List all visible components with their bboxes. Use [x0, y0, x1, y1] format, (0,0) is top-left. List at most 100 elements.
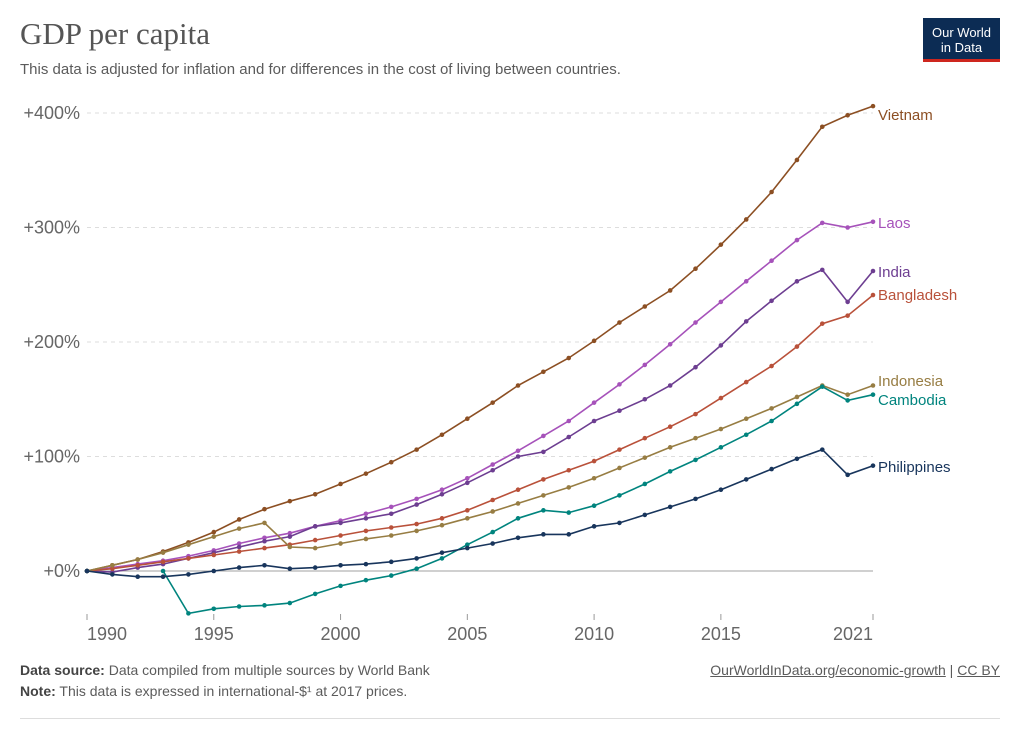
license-link[interactable]: CC BY [957, 662, 1000, 678]
data-point[interactable] [693, 320, 698, 325]
data-point[interactable] [388, 533, 394, 538]
data-point[interactable] [541, 477, 546, 482]
data-point[interactable] [312, 537, 318, 543]
data-point[interactable] [414, 502, 419, 507]
data-point[interactable] [794, 394, 800, 400]
data-point[interactable] [388, 573, 394, 578]
data-point[interactable] [515, 383, 521, 388]
data-point[interactable] [566, 467, 572, 473]
data-point[interactable] [236, 549, 242, 554]
data-point[interactable] [414, 528, 419, 534]
series-label[interactable]: Laos [878, 215, 911, 232]
series-label[interactable]: Indonesia [878, 373, 944, 390]
data-point[interactable] [515, 454, 521, 459]
data-point[interactable] [186, 542, 191, 547]
data-point[interactable] [642, 512, 648, 518]
data-point[interactable] [743, 379, 749, 385]
data-point[interactable] [591, 475, 597, 481]
data-point[interactable] [135, 557, 141, 562]
data-point[interactable] [769, 258, 774, 264]
owid-logo[interactable]: Our World in Data [923, 18, 1000, 62]
data-point[interactable] [465, 416, 470, 422]
data-point[interactable] [769, 298, 774, 304]
series-label[interactable]: Philippines [878, 459, 951, 476]
series-label[interactable]: Cambodia [878, 392, 947, 409]
data-point[interactable] [414, 496, 419, 502]
data-point[interactable] [718, 487, 724, 493]
data-point[interactable] [845, 112, 850, 118]
data-point[interactable] [414, 447, 419, 452]
data-point[interactable] [338, 541, 343, 546]
data-point[interactable] [236, 565, 242, 570]
data-point[interactable] [566, 510, 572, 515]
data-point[interactable] [642, 435, 648, 441]
data-point[interactable] [388, 559, 394, 565]
data-point[interactable] [819, 220, 825, 226]
data-point[interactable] [186, 556, 191, 561]
data-point[interactable] [465, 475, 470, 481]
data-point[interactable] [262, 545, 267, 551]
data-point[interactable] [439, 516, 445, 521]
data-point[interactable] [667, 445, 673, 450]
data-point[interactable] [186, 611, 191, 616]
data-point[interactable] [110, 566, 115, 572]
data-point[interactable] [617, 447, 622, 452]
data-point[interactable] [414, 556, 419, 561]
data-point[interactable] [769, 189, 774, 195]
data-point[interactable] [870, 103, 876, 109]
data-point[interactable] [388, 511, 394, 517]
data-point[interactable] [312, 524, 318, 529]
data-point[interactable] [211, 534, 217, 539]
data-point[interactable] [617, 320, 622, 325]
data-point[interactable] [363, 577, 369, 583]
data-point[interactable] [211, 552, 217, 558]
data-point[interactable] [465, 516, 470, 521]
data-point[interactable] [363, 536, 369, 542]
data-point[interactable] [870, 292, 876, 298]
data-point[interactable] [363, 511, 369, 517]
series-line[interactable] [86, 221, 874, 572]
series-label[interactable]: Vietnam [878, 107, 933, 124]
data-point[interactable] [591, 400, 597, 405]
data-point[interactable] [515, 501, 521, 506]
data-point[interactable] [287, 600, 293, 606]
data-point[interactable] [515, 535, 521, 541]
series-line[interactable] [86, 268, 874, 573]
data-point[interactable] [515, 487, 521, 493]
data-point[interactable] [490, 529, 495, 535]
data-point[interactable] [160, 559, 166, 565]
data-point[interactable] [465, 480, 470, 486]
data-point[interactable] [490, 541, 495, 546]
data-point[interactable] [870, 383, 876, 388]
data-point[interactable] [338, 562, 343, 568]
data-point[interactable] [642, 362, 648, 368]
data-point[interactable] [338, 481, 343, 487]
data-point[interactable] [414, 566, 419, 572]
data-point[interactable] [110, 572, 115, 577]
series-line[interactable] [86, 448, 874, 578]
data-point[interactable] [667, 288, 673, 293]
data-point[interactable] [693, 496, 698, 502]
data-point[interactable] [287, 530, 293, 536]
data-point[interactable] [743, 319, 749, 324]
data-point[interactable] [845, 299, 850, 305]
data-point[interactable] [693, 457, 698, 463]
data-point[interactable] [439, 556, 445, 561]
data-point[interactable] [388, 459, 394, 465]
data-point[interactable] [794, 237, 800, 243]
data-point[interactable] [667, 341, 673, 347]
data-point[interactable] [439, 550, 445, 555]
data-point[interactable] [769, 363, 774, 369]
data-point[interactable] [743, 432, 749, 438]
series-label[interactable]: Bangladesh [878, 287, 957, 304]
data-point[interactable] [439, 491, 445, 497]
data-point[interactable] [845, 313, 850, 318]
series-line[interactable] [86, 294, 874, 572]
data-point[interactable] [338, 533, 343, 538]
data-point[interactable] [566, 355, 572, 361]
data-point[interactable] [617, 493, 622, 498]
data-point[interactable] [617, 408, 622, 414]
data-point[interactable] [870, 268, 876, 274]
data-point[interactable] [287, 534, 293, 539]
data-point[interactable] [566, 532, 572, 537]
